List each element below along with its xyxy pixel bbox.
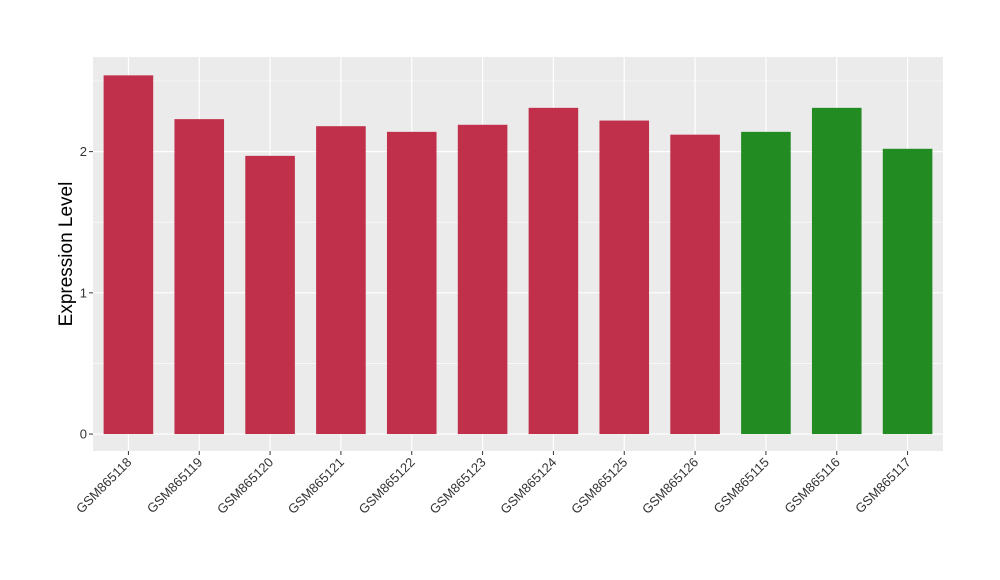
- x-tick-label: GSM865117: [852, 455, 914, 517]
- bar-GSM865118: [103, 75, 154, 435]
- x-tick-label: GSM865124: [497, 455, 559, 517]
- bar-GSM865126: [670, 134, 720, 435]
- x-tick-label: GSM865115: [710, 455, 772, 517]
- x-tick-label: GSM865122: [356, 455, 418, 517]
- bar-GSM865122: [386, 131, 437, 435]
- x-tick-label: GSM865121: [285, 455, 347, 517]
- plot-panel: [93, 57, 943, 451]
- bar-GSM865124: [528, 107, 579, 435]
- y-tick-label: 0: [80, 427, 87, 442]
- x-tick-label: GSM865119: [144, 455, 206, 517]
- y-axis: 0 1 2: [80, 144, 93, 442]
- y-axis-title: Expression Level: [56, 182, 77, 327]
- bar-GSM865117: [882, 148, 933, 435]
- bar-GSM865115: [741, 131, 791, 435]
- x-tick-label: GSM865126: [639, 455, 701, 517]
- x-tick-label: GSM865120: [214, 455, 276, 517]
- bar-GSM865125: [599, 120, 650, 435]
- y-tick-label: 1: [80, 285, 87, 300]
- x-tick-label: GSM865118: [73, 455, 135, 517]
- x-tick-label: GSM865125: [568, 455, 630, 517]
- x-tick-label: GSM865123: [426, 455, 488, 517]
- y-tick-label: 2: [80, 144, 87, 159]
- bar-GSM865120: [245, 155, 295, 435]
- bars: [103, 75, 933, 435]
- bar-GSM865121: [316, 126, 366, 435]
- x-tick-label: GSM865116: [781, 455, 843, 517]
- bar-GSM865116: [811, 107, 862, 435]
- minor-gridlines: [93, 80, 943, 364]
- bar-GSM865123: [457, 124, 508, 435]
- bar-GSM865119: [174, 119, 225, 435]
- x-axis: GSM865118 GSM865119 GSM865120 GSM865121 GSM8…: [73, 451, 914, 517]
